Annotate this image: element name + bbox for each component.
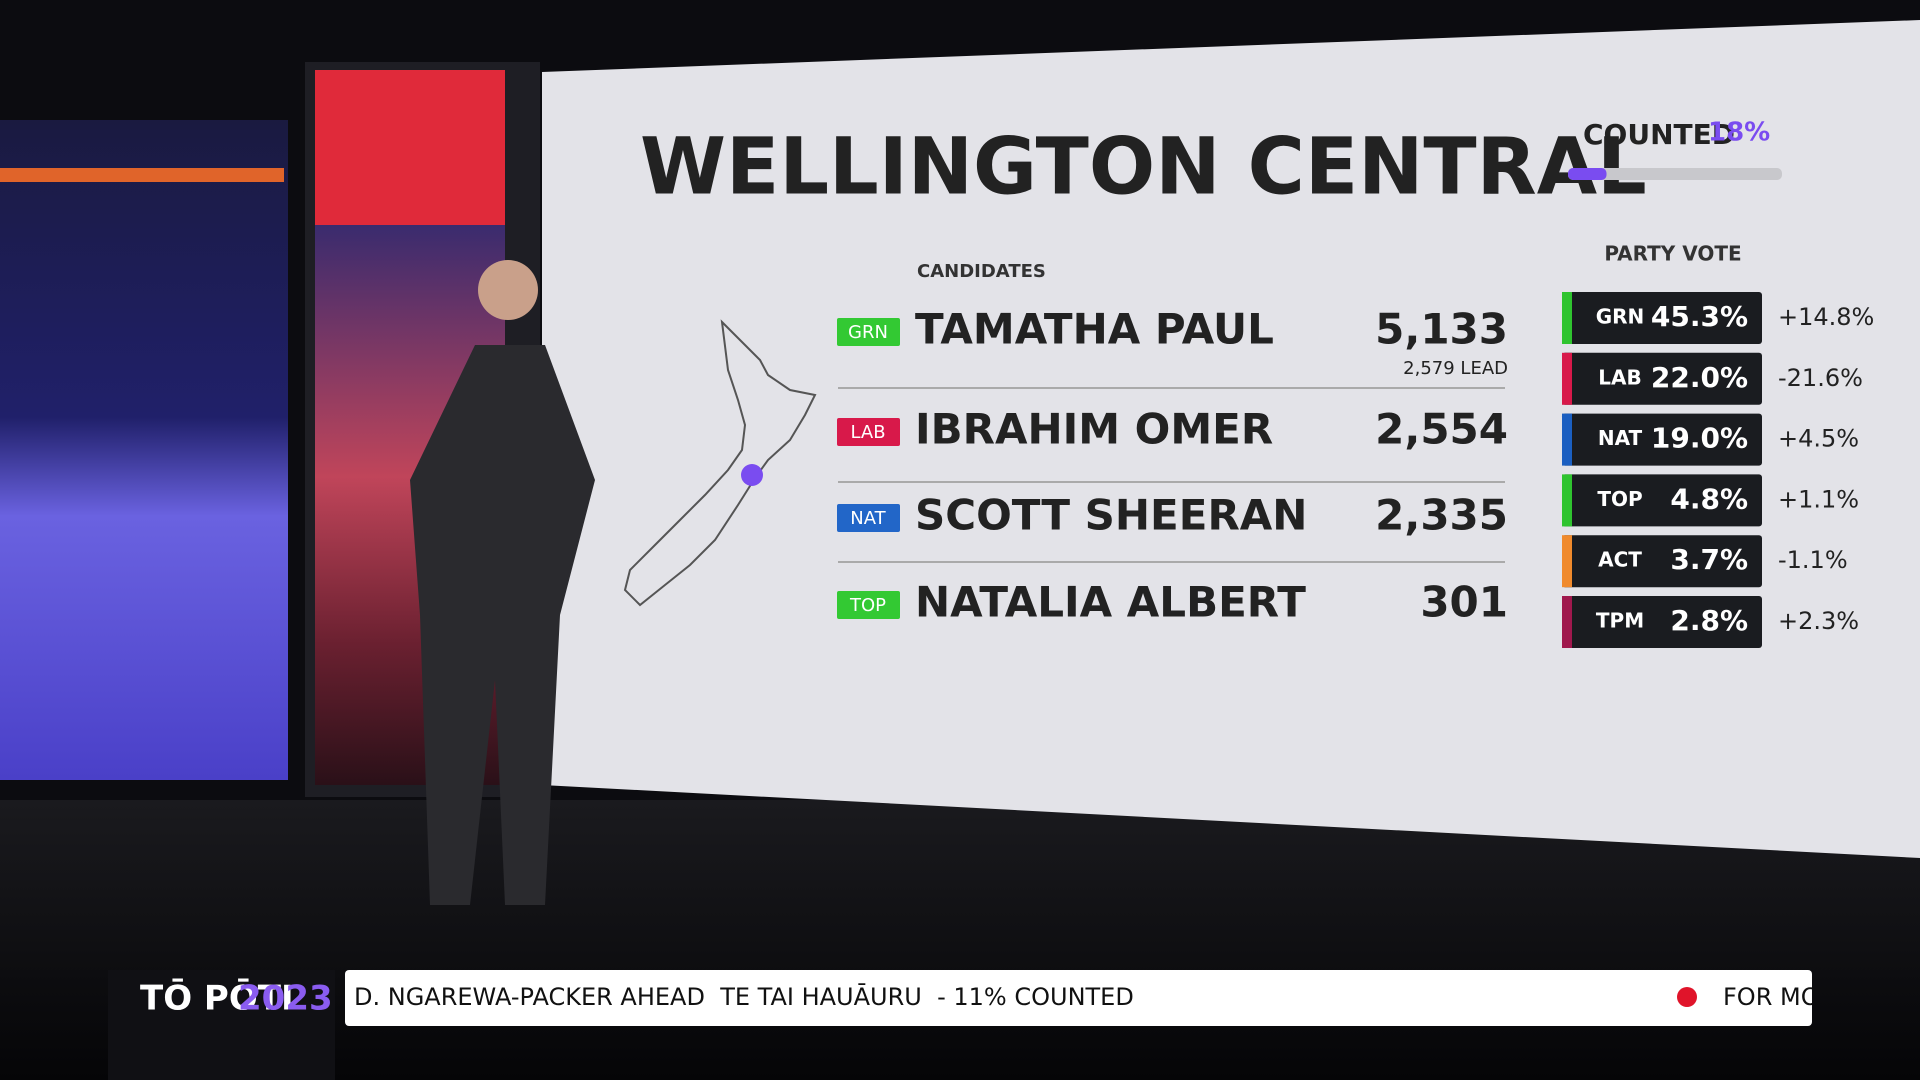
party-code: LAB (1598, 365, 1641, 389)
party-box (1562, 413, 1762, 466)
nz-map (623, 319, 817, 607)
candidate-name: SCOTT SHEERAN (915, 491, 1307, 540)
party-code: LAB (850, 422, 885, 443)
party-badge (837, 504, 900, 532)
party-box (1562, 474, 1762, 527)
ticker-headline: D. NGAREWA-PACKER AHEAD TE TAI HAUĀURU -… (354, 982, 1134, 1011)
ticker-next: FOR MO (1723, 983, 1820, 1011)
candidate-name: IBRAHIM OMER (915, 405, 1273, 454)
counted-value: 18% (1708, 118, 1770, 148)
party-badge (837, 591, 900, 619)
main-screen (542, 20, 1920, 858)
counted-bar (1568, 168, 1607, 180)
party-stripe (1562, 292, 1572, 344)
side-screen (0, 120, 288, 780)
presenter (410, 260, 595, 905)
ticker-dot (1677, 987, 1697, 1007)
party-change: -21.6% (1778, 364, 1863, 392)
party-vote-header: PARTY VOTE (1604, 242, 1741, 266)
party-share: 3.7% (1670, 543, 1748, 576)
party-code: NAT (850, 508, 886, 529)
party-box (1562, 535, 1762, 588)
candidate-votes: 2,554 (1375, 405, 1508, 454)
party-change: +2.3% (1778, 607, 1859, 635)
party-stripe (1562, 535, 1572, 588)
party-stripe (1562, 596, 1572, 648)
party-code: TOP (1597, 487, 1642, 511)
constituency-title: WELLINGTON CENTRAL (640, 122, 1647, 212)
party-change: +14.8% (1778, 303, 1874, 331)
red-panel (315, 70, 505, 225)
party-share: 2.8% (1670, 604, 1748, 637)
party-code: ACT (1598, 548, 1642, 572)
party-box (1562, 292, 1762, 344)
party-badge (837, 318, 900, 346)
party-code: TPM (1596, 609, 1644, 633)
party-change: -1.1% (1778, 546, 1848, 574)
candidate-lead: 2,579 LEAD (1403, 358, 1508, 379)
party-code: NAT (1598, 426, 1643, 450)
party-code: GRN (1596, 305, 1645, 329)
ticker-bar (345, 970, 1812, 1026)
side-screen-stripe (0, 168, 284, 182)
candidate-votes: 301 (1420, 578, 1508, 627)
electorate-marker (741, 464, 763, 486)
party-box (1562, 596, 1762, 648)
party-code: GRN (848, 322, 888, 343)
candidate-name: TAMATHA PAUL (915, 305, 1274, 354)
party-box (1562, 352, 1762, 405)
counted-label: COUNTED (1583, 118, 1735, 151)
party-change: +4.5% (1778, 425, 1859, 453)
party-stripe (1562, 474, 1572, 527)
candidate-votes: 5,133 (1375, 305, 1508, 354)
logo-name: TŌ PŌTI (140, 978, 294, 1019)
counted-track (1568, 168, 1782, 180)
party-code: TOP (849, 595, 886, 616)
party-share: 19.0% (1651, 422, 1748, 455)
party-share: 4.8% (1670, 482, 1748, 515)
party-stripe (1562, 413, 1572, 466)
party-share: 45.3% (1651, 300, 1748, 333)
party-badge (837, 418, 900, 446)
candidate-votes: 2,335 (1375, 491, 1508, 540)
party-share: 22.0% (1651, 361, 1748, 394)
candidates-header: CANDIDATES (917, 261, 1046, 282)
party-stripe (1562, 352, 1572, 405)
logo-year: 2023 (238, 979, 333, 1019)
party-change: +1.1% (1778, 485, 1859, 513)
logo-box (108, 970, 335, 1080)
candidate-name: NATALIA ALBERT (915, 578, 1306, 627)
